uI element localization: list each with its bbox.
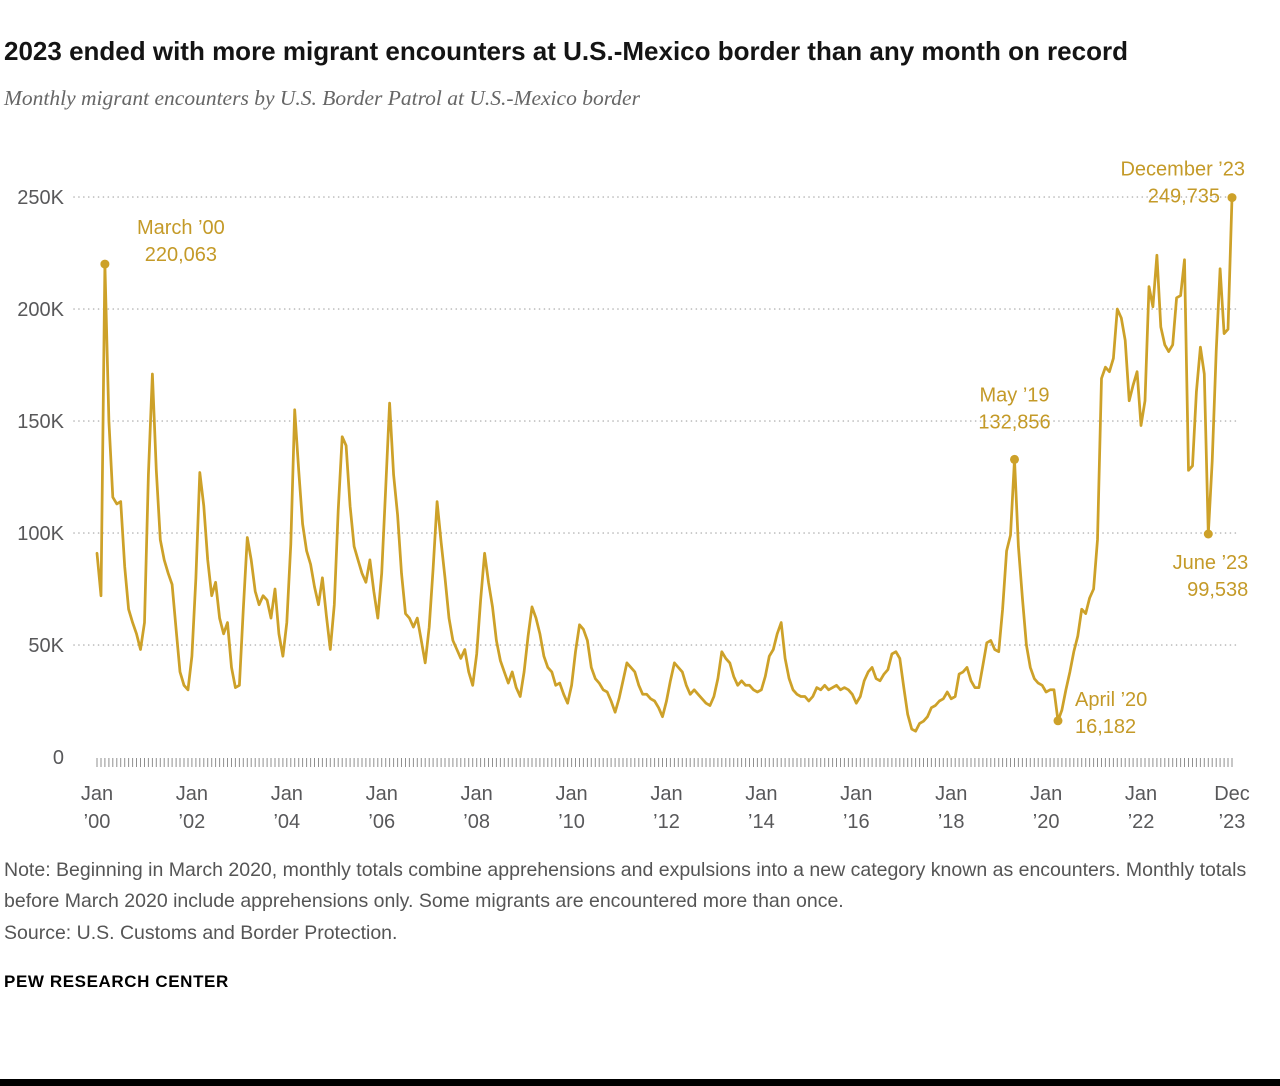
svg-text:0: 0: [53, 747, 64, 769]
svg-text:99,538: 99,538: [1187, 579, 1248, 601]
svg-text:50K: 50K: [28, 635, 64, 657]
svg-text:Jan: Jan: [176, 783, 208, 805]
svg-text:Jan: Jan: [555, 783, 587, 805]
svg-text:’06: ’06: [368, 811, 395, 833]
svg-text:Jan: Jan: [840, 783, 872, 805]
svg-text:’14: ’14: [748, 811, 775, 833]
svg-text:Jan: Jan: [271, 783, 303, 805]
svg-text:April ’20: April ’20: [1075, 689, 1147, 711]
svg-text:Jan: Jan: [461, 783, 493, 805]
svg-text:150K: 150K: [17, 411, 64, 433]
svg-text:16,182: 16,182: [1075, 716, 1136, 738]
svg-text:’10: ’10: [558, 811, 585, 833]
svg-text:Jan: Jan: [81, 783, 113, 805]
svg-text:100K: 100K: [17, 523, 64, 545]
svg-text:’04: ’04: [273, 811, 300, 833]
svg-text:’12: ’12: [653, 811, 680, 833]
pew-wordmark: PEW RESEARCH CENTER: [4, 971, 229, 991]
chart-notes: Note: Beginning in March 2020, monthly t…: [0, 855, 1280, 948]
svg-text:May ’19: May ’19: [979, 385, 1049, 407]
svg-text:’02: ’02: [179, 811, 206, 833]
svg-text:’00: ’00: [84, 811, 111, 833]
svg-text:December ’23: December ’23: [1120, 159, 1245, 181]
encounters-line-chart: 0 50K 100K 150K 200K 250K Jan ’00 Jan ’02 Jan ’04 Ja…: [17, 159, 1250, 833]
svg-text:Jan: Jan: [366, 783, 398, 805]
svg-text:Jan: Jan: [745, 783, 777, 805]
svg-text:June ’23: June ’23: [1173, 552, 1249, 574]
svg-text:132,856: 132,856: [978, 412, 1050, 434]
svg-text:Jan: Jan: [650, 783, 682, 805]
bottom-bar: [0, 1079, 1280, 1086]
svg-text:March ’00: March ’00: [137, 217, 225, 239]
note-text: Note: Beginning in March 2020, monthly t…: [4, 859, 1247, 912]
svg-text:’16: ’16: [843, 811, 870, 833]
chart-header: 2023 ended with more migrant encounters …: [0, 0, 1280, 111]
svg-text:’23: ’23: [1219, 811, 1246, 833]
chart-title: 2023 ended with more migrant encounters …: [4, 36, 1128, 66]
source-text: Source: U.S. Customs and Border Protecti…: [4, 921, 398, 944]
svg-text:250K: 250K: [17, 187, 64, 209]
svg-text:249,735: 249,735: [1148, 186, 1220, 208]
svg-text:Dec: Dec: [1214, 783, 1250, 805]
svg-text:200K: 200K: [17, 299, 64, 321]
svg-text:Jan: Jan: [935, 783, 967, 805]
svg-text:’20: ’20: [1033, 811, 1060, 833]
svg-text:Jan: Jan: [1030, 783, 1062, 805]
svg-text:Jan: Jan: [1125, 783, 1157, 805]
chart-subtitle: Monthly migrant encounters by U.S. Borde…: [4, 86, 640, 111]
svg-text:’08: ’08: [463, 811, 490, 833]
svg-text:’22: ’22: [1128, 811, 1155, 833]
svg-text:220,063: 220,063: [145, 244, 217, 266]
svg-text:’18: ’18: [938, 811, 965, 833]
